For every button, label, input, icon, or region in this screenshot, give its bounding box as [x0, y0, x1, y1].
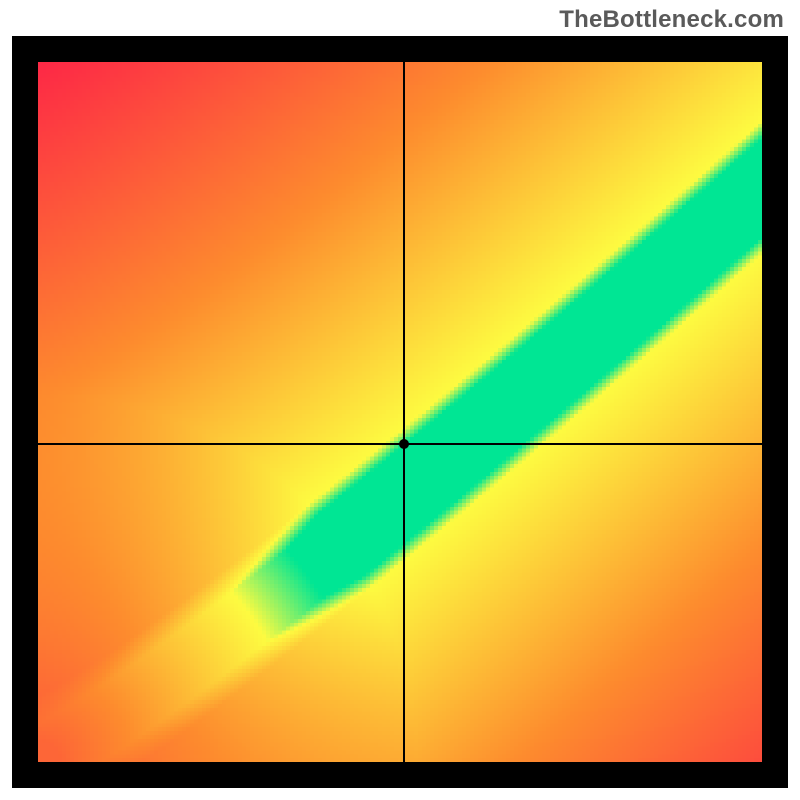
heatmap-canvas: [38, 62, 762, 762]
attribution-text: TheBottleneck.com: [559, 6, 784, 34]
heatmap-plot-area: [38, 62, 762, 762]
crosshair-marker-dot: [399, 439, 409, 449]
crosshair-vertical-line: [403, 62, 405, 762]
